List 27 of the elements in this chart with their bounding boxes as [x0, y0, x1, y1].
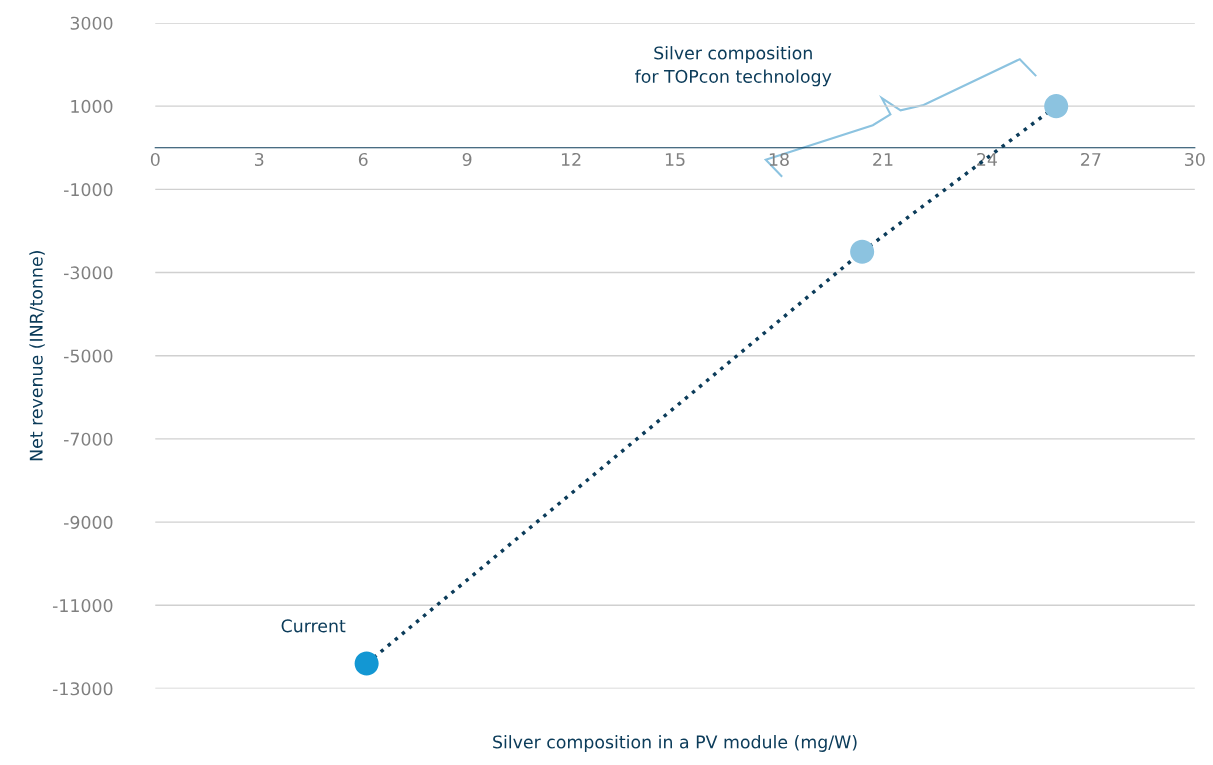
- point: [850, 239, 875, 264]
- y-tick-label: -3000: [64, 266, 113, 280]
- x-tick-label: 6: [358, 152, 368, 167]
- y-tick-label: -13000: [52, 682, 113, 696]
- y-tick-label: -7000: [64, 432, 113, 446]
- point: [1044, 94, 1069, 119]
- x-tick-label: 21: [873, 152, 893, 166]
- y-axis-title: Net revenue (INR/tonne): [29, 251, 45, 461]
- y-tick-label: 3000: [70, 16, 113, 30]
- point: [354, 651, 379, 676]
- x-tick-label: 3: [255, 152, 264, 167]
- annotation: Silver composition for TOPcon technology: [635, 46, 832, 87]
- x-tick-label: 0: [150, 152, 160, 167]
- y-tick-label: -9000: [64, 515, 113, 529]
- y-tick-label: -5000: [64, 349, 113, 363]
- y-tick-label: -1000: [64, 183, 113, 197]
- x-tick-label: 24: [977, 152, 997, 166]
- y-tick-label: 1000: [71, 99, 113, 113]
- x-axis-title: Silver composition in a PV module (mg/W): [493, 735, 857, 752]
- y-tick-label: -11000: [52, 599, 113, 613]
- x-tick-label: 18: [769, 152, 789, 167]
- x-tick-label: 9: [462, 152, 472, 167]
- annotation: Current: [281, 619, 346, 633]
- x-tick-label: 15: [665, 153, 685, 167]
- x-tick-label: 27: [1081, 152, 1101, 166]
- x-tick-label: 30: [1185, 152, 1205, 167]
- x-tick-label: 12: [561, 152, 581, 166]
